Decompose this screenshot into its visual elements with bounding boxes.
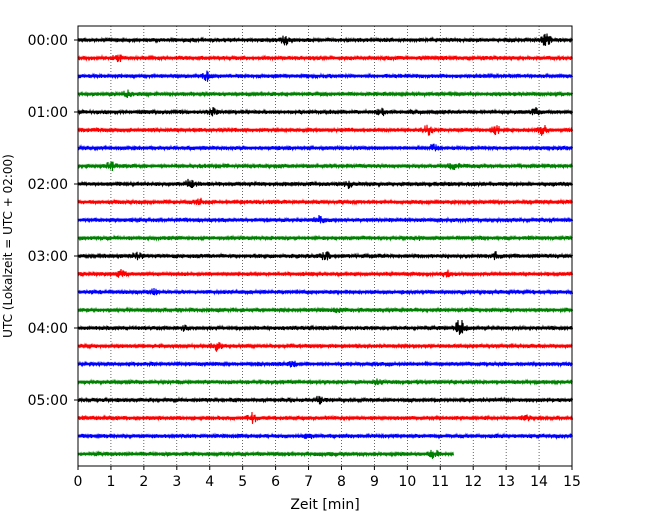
x-axis-label: Zeit [min]	[290, 497, 359, 513]
x-tick-label-10: 10	[398, 474, 416, 490]
x-tick-label-12: 12	[464, 474, 482, 490]
plot-frame	[77, 25, 573, 467]
x-tick-label-4: 4	[205, 474, 214, 490]
x-tick-label-6: 6	[271, 474, 280, 490]
y-tick-label-2: 02:00	[28, 177, 68, 193]
x-tick-label-3: 3	[172, 474, 181, 490]
x-tick-label-14: 14	[530, 474, 548, 490]
x-tick-label-15: 15	[563, 474, 581, 490]
x-tick-label-1: 1	[106, 474, 115, 490]
x-axis-ticks: 0 1 2 3 4 5 6 7 8 9 10 11 12 13 14 15	[74, 466, 581, 490]
x-tick-label-9: 9	[370, 474, 379, 490]
x-tick-label-13: 13	[497, 474, 515, 490]
y-axis-ticks: 00:00 01:00 02:00 03:00 04:00 05:00	[28, 33, 78, 409]
x-tick-label-5: 5	[238, 474, 247, 490]
x-tick-label-11: 11	[431, 474, 449, 490]
y-tick-label-5: 05:00	[28, 393, 68, 409]
x-tick-label-7: 7	[304, 474, 313, 490]
grid-layer	[110, 26, 540, 466]
y-tick-label-1: 01:00	[28, 105, 68, 121]
x-tick-label-2: 2	[139, 474, 148, 490]
series-layer	[77, 33, 574, 459]
y-axis-label: UTC (Lokalzeit = UTC + 02:00)	[1, 154, 15, 338]
x-tick-label-0: 0	[74, 474, 83, 490]
y-tick-label-4: 04:00	[28, 321, 68, 337]
y-tick-label-3: 03:00	[28, 249, 68, 265]
x-tick-label-8: 8	[337, 474, 346, 490]
y-tick-label-0: 00:00	[28, 33, 68, 49]
